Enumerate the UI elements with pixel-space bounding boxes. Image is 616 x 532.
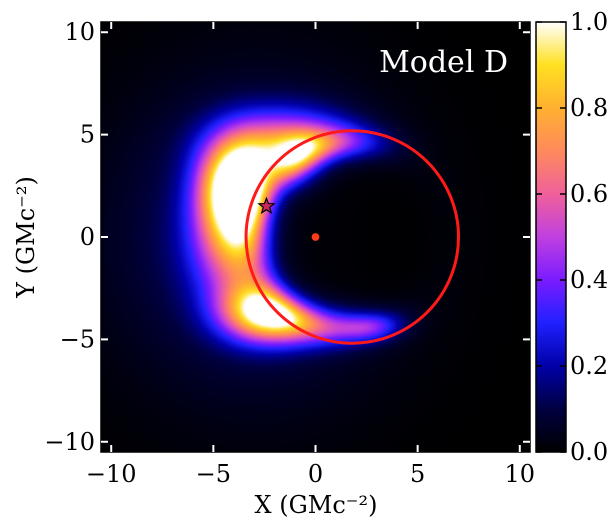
- y-tick-label: −5: [60, 325, 95, 353]
- x-tick-label: −10: [86, 460, 137, 488]
- colorbar-tick-label: 1.0: [570, 8, 608, 36]
- panel-title: Model D: [379, 45, 508, 80]
- x-tick-label: 0: [308, 460, 323, 488]
- colorbar-tick-label: 0.0: [570, 438, 608, 466]
- x-tick-label: 5: [410, 460, 425, 488]
- shadow-circle: [244, 129, 460, 345]
- x-tick-labels: −10 −5 0 5 10: [86, 460, 535, 488]
- colorbar-tick-label: 0.4: [570, 266, 608, 294]
- colorbar-ticks: [536, 21, 566, 453]
- y-tick-labels: −10 −5 0 5 10: [44, 18, 95, 456]
- y-axis-label: Y (GMc⁻²): [12, 176, 40, 299]
- star-marker: [257, 196, 276, 215]
- x-axis-label: X (GMc⁻²): [255, 491, 378, 519]
- colorbar-tick-label: 0.2: [570, 352, 608, 380]
- colorbar-tick-label: 0.6: [570, 180, 608, 208]
- y-tick-label: 0: [80, 223, 95, 251]
- x-tick-label: −5: [196, 460, 231, 488]
- y-tick-label: 10: [64, 18, 95, 46]
- colorbar: [535, 21, 567, 453]
- colorbar-tick-labels: 0.0 0.2 0.4 0.6 0.8 1.0: [570, 8, 608, 466]
- axis-ticks: [101, 22, 530, 452]
- y-tick-label: −10: [44, 428, 95, 456]
- x-tick-label: 10: [505, 460, 536, 488]
- y-tick-label: 5: [80, 121, 95, 149]
- center-point-marker: [310, 231, 321, 243]
- colorbar-tick-label: 0.8: [570, 94, 608, 122]
